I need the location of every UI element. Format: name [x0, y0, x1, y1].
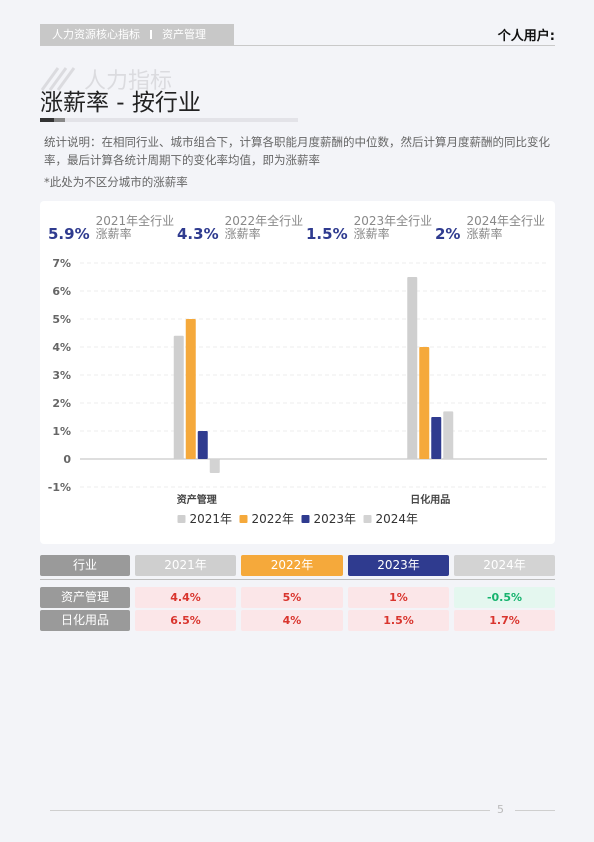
- kpi-2022: 4.3% 2022年全行业涨薪率: [177, 214, 307, 244]
- table-row: 资产管理 4.4% 5% 1% -0.5%: [40, 587, 555, 608]
- kpi-2024: 2% 2024年全行业涨薪率: [435, 214, 548, 244]
- bar: [173, 335, 184, 459]
- legend-swatch: [239, 515, 248, 523]
- bar: [431, 417, 442, 459]
- bar: [407, 277, 418, 459]
- bar: [443, 411, 454, 459]
- breadcrumb-separator: [150, 30, 152, 39]
- statistics-description: 统计说明：在相同行业、城市组合下，计算各职能月度薪酬的中位数，然后计算月度薪酬的…: [44, 135, 550, 167]
- bar: [185, 319, 196, 459]
- table-row-industry: 日化用品: [40, 610, 130, 631]
- table-cell: -0.5%: [454, 587, 555, 608]
- bar-chart: 7% 6% 5% 4% 3% 2% 1% 0 -1% 资产管理 日化用品 2021年 2022年 2023…: [48, 257, 547, 526]
- table-header-divider: [40, 579, 555, 580]
- table-cell: 6.5%: [135, 610, 236, 631]
- breadcrumb-item-section[interactable]: 人力资源核心指标: [52, 28, 140, 41]
- table-header-industry: 行业: [40, 555, 130, 576]
- svg-text:人力指标: 人力指标: [84, 69, 172, 94]
- kpi-value: 1.5%: [306, 225, 348, 243]
- y-tick-label: 1%: [52, 425, 71, 438]
- footer-divider-left: [50, 810, 490, 811]
- table-header-2023: 2023年: [348, 555, 449, 576]
- table-cell: 1.7%: [454, 610, 555, 631]
- table-header-2024: 2024年: [454, 555, 555, 576]
- title-underline-accent-secondary: [54, 118, 65, 122]
- kpi-value: 5.9%: [48, 225, 90, 243]
- table-cell: 1%: [348, 587, 449, 608]
- breadcrumb: 人力资源核心指标 资产管理: [40, 24, 234, 45]
- y-tick-label: 5%: [52, 313, 71, 326]
- kpi-value: 4.3%: [177, 225, 219, 243]
- chart-card: 5.9% 2021年全行业涨薪率 4.3% 2022年全行业涨薪率 1.5% 2…: [40, 201, 555, 544]
- table-cell: 5%: [241, 587, 343, 608]
- page-number: 5: [497, 803, 504, 816]
- y-tick-label: 4%: [52, 341, 71, 354]
- table-cell: 4%: [241, 610, 343, 631]
- title-underline: [40, 118, 298, 122]
- y-tick-label: 6%: [52, 285, 71, 298]
- kpi-2021: 5.9% 2021年全行业涨薪率: [48, 214, 178, 244]
- top-bar: 人力资源核心指标 资产管理 个人用户:: [40, 24, 555, 46]
- x-category-label: 资产管理: [177, 493, 217, 506]
- y-tick-label: -1%: [48, 481, 71, 494]
- kpi-label: 2023年全行业涨薪率: [353, 214, 433, 241]
- kpi-label: 2022年全行业涨薪率: [224, 214, 304, 241]
- kpi-2023: 1.5% 2023年全行业涨薪率: [306, 214, 436, 244]
- legend-label: 2022年: [252, 512, 295, 526]
- kpi-label: 2024年全行业涨薪率: [466, 214, 546, 241]
- bar: [419, 347, 430, 459]
- x-category-label: 日化用品: [410, 493, 450, 506]
- legend-swatch: [363, 515, 372, 523]
- page-title: 涨薪率 - 按行业: [40, 90, 201, 116]
- kpi-label: 2021年全行业涨薪率: [95, 214, 175, 241]
- legend-label: 2024年: [376, 512, 419, 526]
- kpi-value: 2%: [435, 225, 461, 243]
- y-tick-label: 0: [63, 453, 71, 466]
- legend-swatch: [301, 515, 310, 523]
- table-header-row: 行业 2021年 2022年 2023年 2024年: [40, 555, 555, 576]
- bar: [209, 459, 220, 473]
- y-tick-label: 2%: [52, 397, 71, 410]
- table-header-2022: 2022年: [241, 555, 343, 576]
- title-underline-accent: [40, 118, 54, 122]
- legend-label: 2023年: [314, 512, 357, 526]
- table-cell: 4.4%: [135, 587, 236, 608]
- y-tick-label: 7%: [52, 257, 71, 270]
- table-row-industry: 资产管理: [40, 587, 130, 608]
- table-row: 日化用品 6.5% 4% 1.5% 1.7%: [40, 610, 555, 631]
- statistics-note: *此处为不区分城市的涨薪率: [44, 175, 188, 189]
- breadcrumb-item-page[interactable]: 资产管理: [162, 28, 206, 41]
- legend-label: 2021年: [190, 512, 233, 526]
- legend-swatch: [177, 515, 186, 523]
- user-label: 个人用户:: [497, 29, 555, 44]
- footer-divider-right: [515, 810, 555, 811]
- watermark-logo: 人力指标: [40, 67, 172, 94]
- table-cell: 1.5%: [348, 610, 449, 631]
- bar: [197, 431, 208, 459]
- table-header-2021: 2021年: [135, 555, 236, 576]
- y-tick-label: 3%: [52, 369, 71, 382]
